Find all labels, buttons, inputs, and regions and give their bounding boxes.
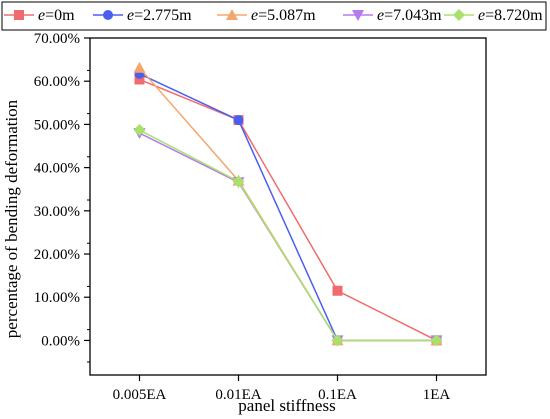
legend-label: e=5.087m <box>251 7 316 24</box>
legend-label-value: =0m <box>45 7 75 24</box>
legend-label: e=7.043m <box>377 7 442 24</box>
y-tick-label: 10.00% <box>34 290 80 306</box>
legend-label-variable: e <box>127 7 134 24</box>
x-axis-title: panel stiffness <box>238 396 335 415</box>
legend-marker <box>352 10 364 21</box>
legend-item: e=2.775m <box>93 7 192 24</box>
data-point <box>233 115 244 126</box>
y-axis-title: percentage of bending deformation <box>2 99 21 338</box>
series-4 <box>133 124 443 347</box>
series-3 <box>133 128 443 347</box>
series-line <box>139 129 437 342</box>
legend-marker <box>14 10 24 20</box>
data-point <box>133 61 146 73</box>
legend-label-value: =8.720m <box>485 7 543 24</box>
x-tick-label: 0.01EA <box>215 387 261 403</box>
x-tick-label: 0.005EA <box>113 387 167 403</box>
data-point <box>134 74 145 85</box>
data-point <box>430 334 443 347</box>
x-tick-label: 0.1EA <box>318 387 357 403</box>
series-1 <box>134 68 442 346</box>
legend-item: e=0m <box>4 7 75 24</box>
series-line <box>139 73 437 342</box>
y-tick-label: 30.00% <box>34 204 80 220</box>
legend-label: e=8.720m <box>478 7 543 24</box>
y-tick-label: 0.00% <box>41 333 80 349</box>
legend-label: e=0m <box>38 7 75 24</box>
legend-item: e=7.043m <box>343 7 442 24</box>
legend-label: e=2.775m <box>127 7 192 24</box>
y-tick-label: 40.00% <box>34 161 80 177</box>
legend-label-variable: e <box>251 7 258 24</box>
legend-marker <box>453 9 465 21</box>
legend-label-variable: e <box>38 7 45 24</box>
legend-marker <box>226 9 238 20</box>
data-point <box>232 175 245 188</box>
y-tick-label: 70.00% <box>34 31 80 47</box>
data-point <box>332 285 343 296</box>
legend-label-value: =2.775m <box>134 7 192 24</box>
plot-frame <box>89 37 487 376</box>
legend-label-variable: e <box>377 7 384 24</box>
legend-marker <box>103 10 113 20</box>
legend-item: e=5.087m <box>217 7 316 24</box>
x-tick-label: 1EA <box>423 387 451 403</box>
y-tick-label: 50.00% <box>34 117 80 133</box>
series-line <box>139 78 437 342</box>
legend-label-variable: e <box>478 7 485 24</box>
plot-series <box>133 61 443 347</box>
legend-label-value: =5.087m <box>258 7 316 24</box>
data-point <box>133 124 146 137</box>
legend-label-value: =7.043m <box>384 7 442 24</box>
series-2 <box>133 61 443 346</box>
y-tick-label: 20.00% <box>34 247 80 263</box>
axes: 0.00% 10.00% 20.00% 30.00% 40.00% 50.00% 60.00… <box>34 31 487 403</box>
series-line <box>139 132 437 342</box>
data-point <box>331 334 344 347</box>
y-tick-label: 60.00% <box>34 74 80 90</box>
legend: e=0m e=2.775m e=5.087m e=7.043m e=8.720m <box>1 1 547 31</box>
legend-item: e=8.720m <box>444 7 543 24</box>
